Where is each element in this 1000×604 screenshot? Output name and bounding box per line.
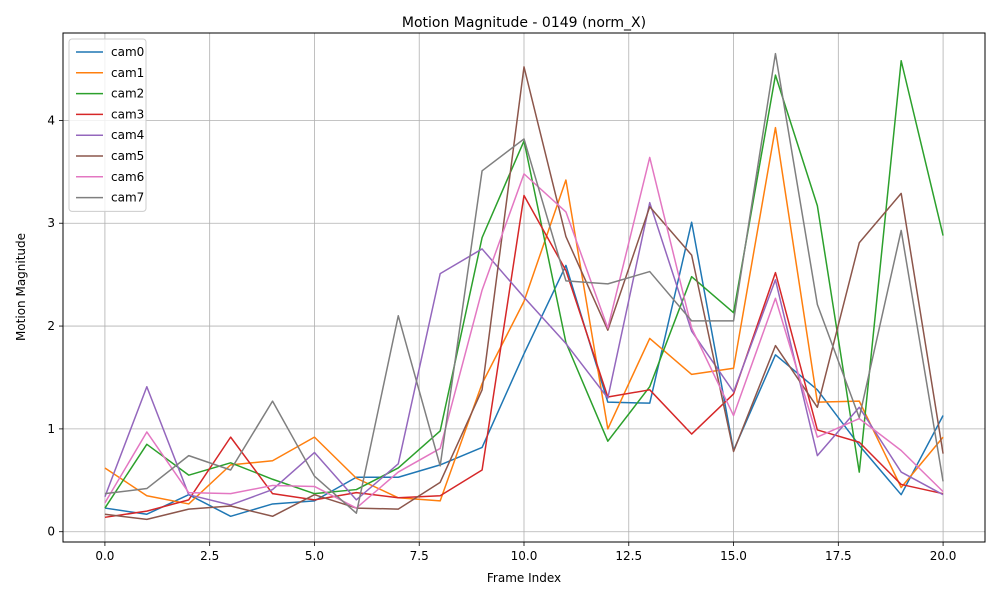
series-line-cam4 (104, 201, 944, 506)
legend-label-cam7: cam7 (111, 191, 144, 205)
x-tick-label: 5.0 (305, 549, 324, 563)
axes: 0.0 2.5 5.0 7.5 10.0 12.5 15.0 17.5 20.0 0 1 2 3 4 (47, 113, 956, 563)
series-line-cam5 (104, 66, 944, 521)
legend-label-cam5: cam5 (111, 149, 144, 163)
x-tick-label: 10.0 (511, 549, 538, 563)
x-tick-label: 12.5 (615, 549, 642, 563)
grid (63, 33, 985, 542)
y-tick-label: 3 (47, 216, 55, 230)
series-line-cam6 (104, 156, 944, 509)
x-tick-label: 17.5 (825, 549, 852, 563)
x-tick-label: 2.5 (200, 549, 219, 563)
y-tick-label: 2 (47, 319, 55, 333)
series-line-cam1 (104, 126, 944, 505)
y-tick-label: 1 (47, 422, 55, 436)
legend-label-cam2: cam2 (111, 87, 144, 101)
legend-label-cam4: cam4 (111, 128, 144, 142)
legend-label-cam6: cam6 (111, 170, 144, 184)
y-tick-label: 0 (47, 525, 55, 539)
legend-label-cam1: cam1 (111, 66, 144, 80)
y-axis-label: Motion Magnitude (14, 233, 28, 341)
x-axis-label: Frame Index (487, 571, 561, 585)
series-line-cam3 (104, 194, 944, 519)
x-tick-label: 7.5 (410, 549, 429, 563)
series-line-cam7 (104, 52, 944, 514)
legend-box (68, 38, 147, 212)
series-lines (104, 52, 944, 521)
legend-label-cam0: cam0 (111, 45, 144, 59)
chart-title: Motion Magnitude - 0149 (norm_X) (402, 15, 646, 31)
x-tick-label: 15.0 (720, 549, 747, 563)
legend: cam0 cam1 cam2 cam3 cam4 cam5 cam6 cam7 (68, 38, 147, 212)
x-tick-label: 20.0 (930, 549, 957, 563)
y-tick-label: 4 (47, 113, 55, 127)
legend-label-cam3: cam3 (111, 107, 144, 121)
x-tick-label: 0.0 (95, 549, 114, 563)
